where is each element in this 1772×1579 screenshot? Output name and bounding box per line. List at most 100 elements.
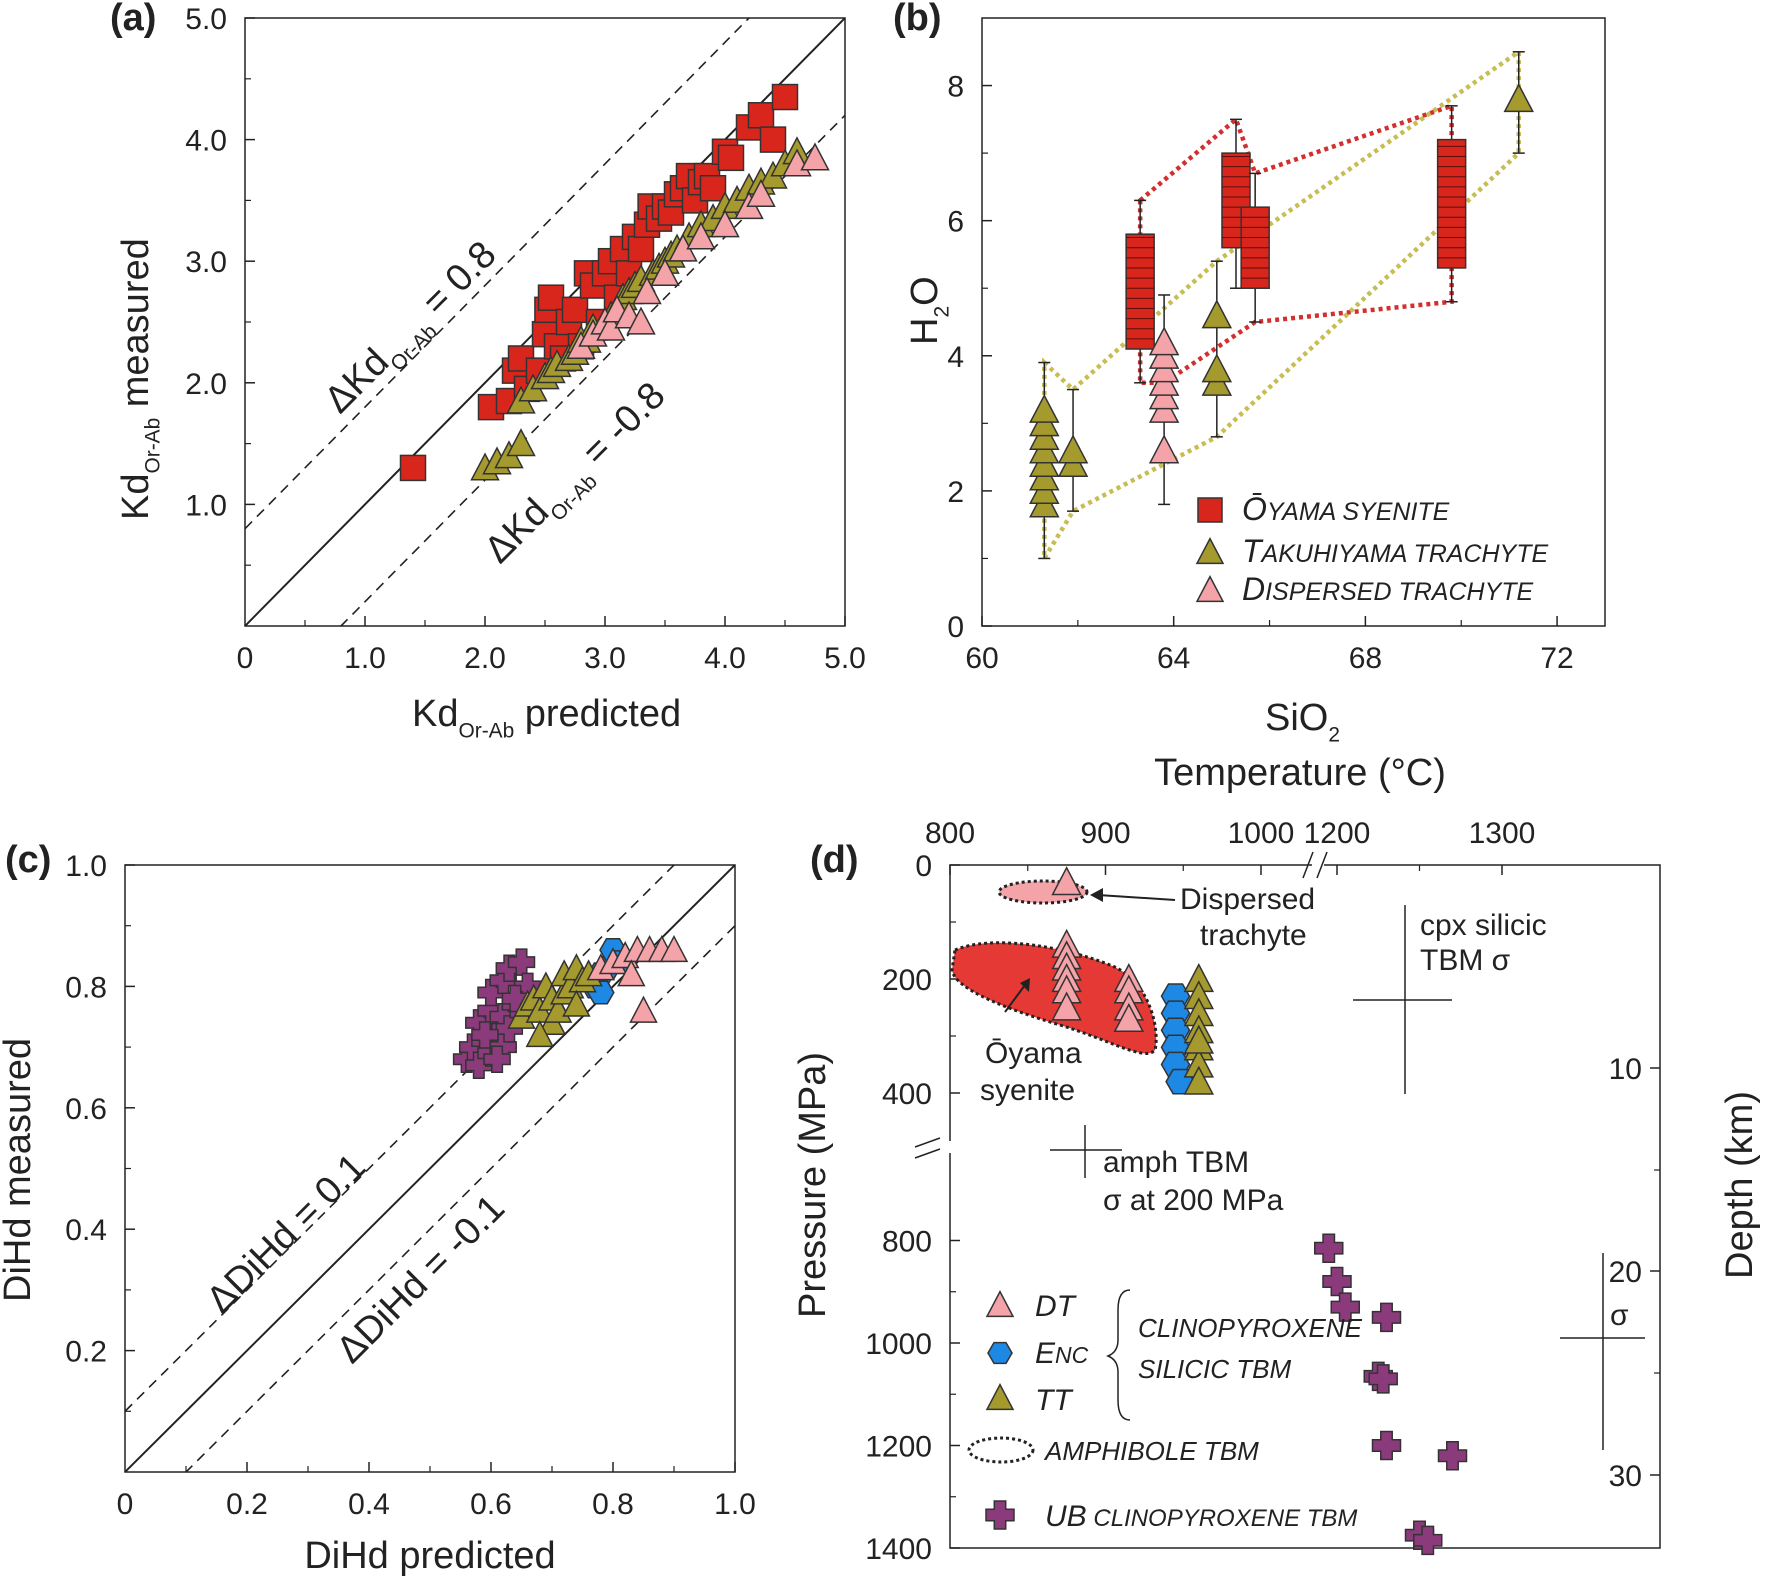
y-tick-label: 4 (947, 341, 964, 374)
annotation: Ōyama (985, 1037, 1082, 1070)
legend-label: DT (1035, 1290, 1078, 1323)
x-axis-label: KdOr-Ab predicted (412, 693, 681, 742)
y-axis-label-rest: O (904, 276, 946, 306)
x-tick-label: 0 (117, 1488, 134, 1521)
y2-tick-label: 30 (1609, 1460, 1642, 1493)
legend-big: D (1242, 571, 1265, 607)
y-axis-label-sub: 2 (930, 306, 953, 318)
annotation: syenite (980, 1074, 1075, 1107)
panel-label: (a) (110, 0, 156, 39)
data-point (1413, 1525, 1443, 1556)
legend-marker (985, 1382, 1015, 1411)
x-tick-label: 800 (925, 817, 975, 850)
x-axis-label-sub: Or-Ab (458, 719, 514, 742)
data-point (1051, 866, 1082, 896)
x-axis-label-sub: 2 (1328, 723, 1340, 746)
data-point (1113, 1002, 1145, 1032)
legend-marker (985, 1289, 1015, 1318)
x-tick-label: 0.8 (592, 1488, 634, 1521)
legend-label: TT (1035, 1384, 1074, 1417)
data-point (562, 989, 591, 1017)
data-point (699, 174, 727, 202)
reference-line (339, 114, 845, 626)
data-point (1183, 1065, 1215, 1095)
arrow-line (1097, 894, 1176, 901)
x-tick-label: 1.0 (714, 1488, 756, 1521)
data-point (537, 284, 565, 311)
panel-label: (d) (810, 839, 859, 881)
x-tick-label: 0.4 (348, 1488, 390, 1521)
legend-label: SILICIC TBM (1138, 1354, 1291, 1384)
y-tick-label: 1000 (865, 1328, 932, 1361)
data-point (1371, 1302, 1402, 1333)
delta-label-plus: ΔDiHd = 0.1 (199, 1146, 374, 1321)
data-point (686, 221, 716, 250)
y-tick-label: 2.0 (185, 368, 227, 401)
legend-big: UB (1045, 1500, 1087, 1533)
y-tick-label: 0 (947, 611, 964, 644)
x-tick-label: 5.0 (824, 642, 866, 675)
legend-marker (1197, 497, 1223, 523)
series-enc (1160, 983, 1195, 1095)
data-point (1148, 326, 1180, 356)
data-point (800, 142, 830, 171)
series-oyama (399, 83, 799, 482)
series-takuhiyama (1183, 963, 1215, 1095)
data-point (659, 934, 689, 963)
arrow-head (1090, 888, 1103, 902)
legend-label: TAKUHIYAMA TRACHYTE (1242, 533, 1548, 569)
reference-line (125, 865, 676, 1412)
series-ub (1314, 1233, 1468, 1556)
data-point (759, 126, 787, 153)
data-point (1029, 393, 1060, 423)
y-tick-label: 400 (882, 1078, 932, 1111)
data-point (1148, 434, 1180, 464)
series-ub (452, 948, 542, 1080)
data-point (1057, 434, 1089, 464)
data-point (627, 235, 655, 263)
data-point (483, 1045, 511, 1073)
x-axis-label-main: SiO (1265, 697, 1328, 739)
x-axis-label-main: Kd (412, 693, 458, 735)
x-tick-label: 68 (1349, 642, 1382, 675)
box (1125, 233, 1155, 350)
legend-label: ENC (1035, 1337, 1089, 1370)
data-point (399, 454, 427, 482)
y-axis-label: H2O (904, 276, 953, 345)
legend-marker (1195, 536, 1225, 565)
legend-marker (1195, 574, 1225, 603)
arrow-line (1004, 984, 1026, 1013)
data-point (1322, 1266, 1352, 1297)
y-tick-label: 1400 (865, 1533, 932, 1566)
reference-line (184, 925, 735, 1472)
amph-region-oyama (950, 941, 1158, 1055)
data-point (632, 276, 662, 305)
legend-brace (1105, 1289, 1131, 1421)
y2-tick-label: 10 (1609, 1053, 1642, 1086)
data-point (617, 959, 646, 987)
envelope-env_red (1137, 102, 1454, 386)
x-tick-label: 2.0 (464, 642, 506, 675)
y-axis-label-main: Kd (115, 474, 157, 520)
y-tick-label: 1.0 (65, 850, 107, 883)
data-point (626, 306, 656, 335)
arrow-head (1020, 978, 1030, 992)
data-point (746, 178, 776, 207)
data-point (561, 296, 589, 324)
x-axis-label-rest: predicted (514, 693, 681, 735)
legend-big: T (1242, 533, 1264, 569)
data-point (471, 1021, 499, 1049)
x-tick-label: 0.2 (226, 1488, 268, 1521)
data-point (1368, 1364, 1398, 1394)
legend-label: UB CLINOPYROXENE TBM (1045, 1500, 1357, 1533)
y-tick-label: 4.0 (185, 125, 227, 158)
data-point (747, 102, 775, 129)
legend-small: CLINOPYROXENE TBM (1087, 1505, 1358, 1532)
data-point (477, 978, 505, 1007)
data-point (771, 83, 799, 111)
series-dispersed (566, 142, 830, 359)
panel-label: (c) (5, 839, 51, 881)
legend-marker (987, 1341, 1013, 1365)
